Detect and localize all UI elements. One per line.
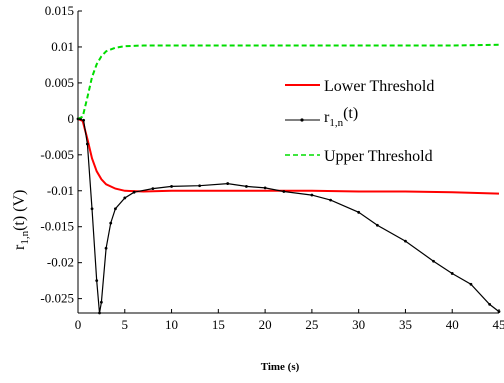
x-tick-label: 10 <box>165 317 178 332</box>
y-tick-label: -0.02 <box>47 255 74 270</box>
legend-marker-r1n <box>300 118 304 122</box>
tick-layer: 0 5 10 15 20 25 30 35 40 45 0.015 0.01 0.005 0 -0.005 -… <box>40 3 504 332</box>
series-layer <box>76 43 501 315</box>
y-tick-label: -0.025 <box>40 291 74 306</box>
legend-label-r1n-sub: 1,n <box>329 117 343 129</box>
series-point <box>123 196 127 200</box>
y-tick-label: -0.005 <box>40 147 74 162</box>
x-tick-label: 5 <box>122 317 129 332</box>
series-point <box>226 182 230 185</box>
series-point <box>109 221 113 225</box>
series-point <box>357 210 361 214</box>
y-tick-label: 0.01 <box>51 39 74 54</box>
x-tick-label: 40 <box>446 317 459 332</box>
y-tick-label: 0.005 <box>45 75 74 90</box>
plot-area <box>78 11 499 313</box>
legend-label-upper-threshold: Upper Threshold <box>324 148 433 165</box>
series-point <box>132 190 136 194</box>
y-axis-label-base: r <box>11 244 28 250</box>
series-point <box>99 300 103 304</box>
series-point <box>282 190 286 193</box>
y-tick-label: 0.015 <box>45 3 74 18</box>
legend-label-r1n: r1,n(t) <box>324 105 358 129</box>
series-point <box>90 207 94 211</box>
series-point <box>375 223 379 227</box>
x-tick-label: 0 <box>75 317 82 332</box>
y-tick-label: -0.015 <box>40 219 74 234</box>
series-point <box>469 282 473 286</box>
x-tick-label: 15 <box>212 317 225 332</box>
x-tick-label: 30 <box>352 317 365 332</box>
y-tick-label: -0.01 <box>47 183 74 198</box>
series-point <box>488 302 492 306</box>
series-line-2 <box>77 43 500 120</box>
series-point <box>104 246 108 250</box>
series-point <box>404 239 407 243</box>
y-tick-label: 0 <box>68 111 75 126</box>
series-point <box>151 187 155 191</box>
legend-label-lower-threshold: Lower Threshold <box>324 78 434 95</box>
series-point <box>82 118 86 122</box>
series-point <box>170 185 173 188</box>
series-point <box>432 259 435 263</box>
x-tick-label: 25 <box>305 317 318 332</box>
series-point <box>329 198 332 202</box>
x-tick-label: 35 <box>399 317 412 332</box>
y-axis-label-rest: (t) (V) <box>11 190 28 231</box>
y-axis-label: r1,n(t) (V) <box>11 190 31 250</box>
x-tick-label: 20 <box>259 317 272 332</box>
series-point <box>245 185 248 188</box>
series-point <box>114 207 117 211</box>
x-axis-label: Time (s) <box>261 361 300 373</box>
y-axis-label-sub: 1,n <box>19 230 31 244</box>
legend-label-r1n-rest: (t) <box>343 105 358 122</box>
series-point <box>198 184 202 188</box>
series-point <box>95 279 99 283</box>
legend: Lower Threshold r1,n(t) Upper Threshold <box>285 78 434 165</box>
series-point <box>263 186 267 190</box>
legend-label-r1n-base: r <box>324 109 330 126</box>
series-point <box>450 272 454 275</box>
series-point <box>310 193 314 197</box>
x-tick-label: 45 <box>493 317 504 332</box>
series-point <box>85 142 89 146</box>
